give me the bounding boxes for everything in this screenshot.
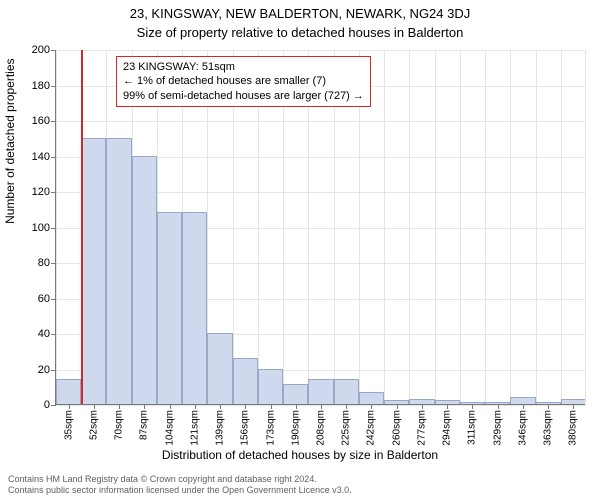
histogram-bar (182, 212, 207, 404)
xtick-mark (195, 404, 196, 409)
histogram-bar (207, 333, 232, 404)
xtick-mark (119, 404, 120, 409)
gridline-v (485, 50, 486, 404)
xtick-mark (371, 404, 372, 409)
histogram-bar (233, 358, 258, 404)
xtick-label: 294sqm (442, 410, 453, 446)
xtick-label: 52sqm (88, 410, 99, 440)
xtick-label: 70sqm (114, 410, 125, 440)
xtick-mark (94, 404, 95, 409)
legend-line: 99% of semi-detached houses are larger (… (123, 89, 364, 103)
legend-line: 23 KINGSWAY: 51sqm (123, 60, 364, 74)
histogram-bar (132, 156, 157, 405)
xtick-label: 35sqm (63, 410, 74, 440)
xtick-mark (523, 404, 524, 409)
xtick-label: 346sqm (517, 410, 528, 446)
gridline-v (56, 50, 57, 404)
histogram-bar (283, 384, 308, 404)
ytick-label: 20 (38, 364, 50, 376)
gridline-v (536, 50, 537, 404)
histogram-bar (359, 392, 384, 404)
xtick-label: 87sqm (139, 410, 150, 440)
xtick-mark (498, 404, 499, 409)
xtick-mark (422, 404, 423, 409)
ytick-label: 160 (32, 115, 50, 127)
gridline-v (561, 50, 562, 404)
ytick-label: 60 (38, 293, 50, 305)
legend-box: 23 KINGSWAY: 51sqm← 1% of detached house… (116, 56, 371, 107)
xtick-mark (69, 404, 70, 409)
histogram-bar (258, 369, 283, 405)
histogram-bar (56, 379, 81, 404)
xtick-mark (144, 404, 145, 409)
legend-line: ← 1% of detached houses are smaller (7) (123, 74, 364, 88)
xtick-mark (548, 404, 549, 409)
histogram-bar (308, 379, 333, 404)
gridline-v (510, 50, 511, 404)
gridline-v (384, 50, 385, 404)
xtick-label: 156sqm (240, 410, 251, 446)
xtick-label: 242sqm (366, 410, 377, 446)
xtick-label: 173sqm (265, 410, 276, 446)
gridline-h (56, 50, 585, 51)
footer-line-2: Contains public sector information licen… (8, 485, 352, 496)
x-axis-label: Distribution of detached houses by size … (0, 448, 600, 462)
xtick-mark (472, 404, 473, 409)
xtick-label: 225sqm (341, 410, 352, 446)
histogram-bar (334, 379, 359, 404)
xtick-mark (245, 404, 246, 409)
xtick-mark (271, 404, 272, 409)
ytick-label: 200 (32, 44, 50, 56)
xtick-label: 277sqm (416, 410, 427, 446)
ytick-label: 0 (44, 399, 50, 411)
xtick-mark (573, 404, 574, 409)
xtick-label: 260sqm (391, 410, 402, 446)
gridline-v (460, 50, 461, 404)
ytick-label: 100 (32, 222, 50, 234)
xtick-label: 121sqm (189, 410, 200, 446)
chart-title: 23, KINGSWAY, NEW BALDERTON, NEWARK, NG2… (0, 0, 600, 23)
histogram-bar (510, 397, 535, 404)
gridline-v (435, 50, 436, 404)
xtick-label: 208sqm (316, 410, 327, 446)
footer-attribution: Contains HM Land Registry data © Crown c… (8, 474, 352, 497)
chart-subtitle: Size of property relative to detached ho… (0, 23, 600, 40)
xtick-mark (397, 404, 398, 409)
xtick-mark (220, 404, 221, 409)
ytick-label: 80 (38, 257, 50, 269)
xtick-mark (321, 404, 322, 409)
histogram-bar (81, 138, 106, 404)
marker-line (81, 50, 83, 404)
ytick-mark (51, 405, 56, 406)
histogram-bar (157, 212, 182, 404)
ytick-label: 180 (32, 80, 50, 92)
gridline-v (585, 50, 586, 404)
ytick-label: 40 (38, 328, 50, 340)
ytick-label: 140 (32, 151, 50, 163)
plot-area: 23 KINGSWAY: 51sqm← 1% of detached house… (55, 50, 585, 405)
xtick-mark (170, 404, 171, 409)
xtick-label: 329sqm (492, 410, 503, 446)
gridline-v (409, 50, 410, 404)
footer-line-1: Contains HM Land Registry data © Crown c… (8, 474, 352, 485)
gridline-h (56, 121, 585, 122)
plot: 23 KINGSWAY: 51sqm← 1% of detached house… (55, 50, 585, 405)
xtick-label: 190sqm (290, 410, 301, 446)
xtick-label: 363sqm (543, 410, 554, 446)
xtick-label: 380sqm (568, 410, 579, 446)
y-axis-label: Number of detached properties (3, 58, 17, 223)
xtick-label: 311sqm (467, 410, 478, 445)
ytick-label: 120 (32, 186, 50, 198)
xtick-mark (296, 404, 297, 409)
xtick-mark (447, 404, 448, 409)
xtick-label: 139sqm (215, 410, 226, 446)
xtick-mark (346, 404, 347, 409)
chart-container: 23, KINGSWAY, NEW BALDERTON, NEWARK, NG2… (0, 0, 600, 500)
histogram-bar (106, 138, 131, 404)
xtick-label: 104sqm (164, 410, 175, 446)
